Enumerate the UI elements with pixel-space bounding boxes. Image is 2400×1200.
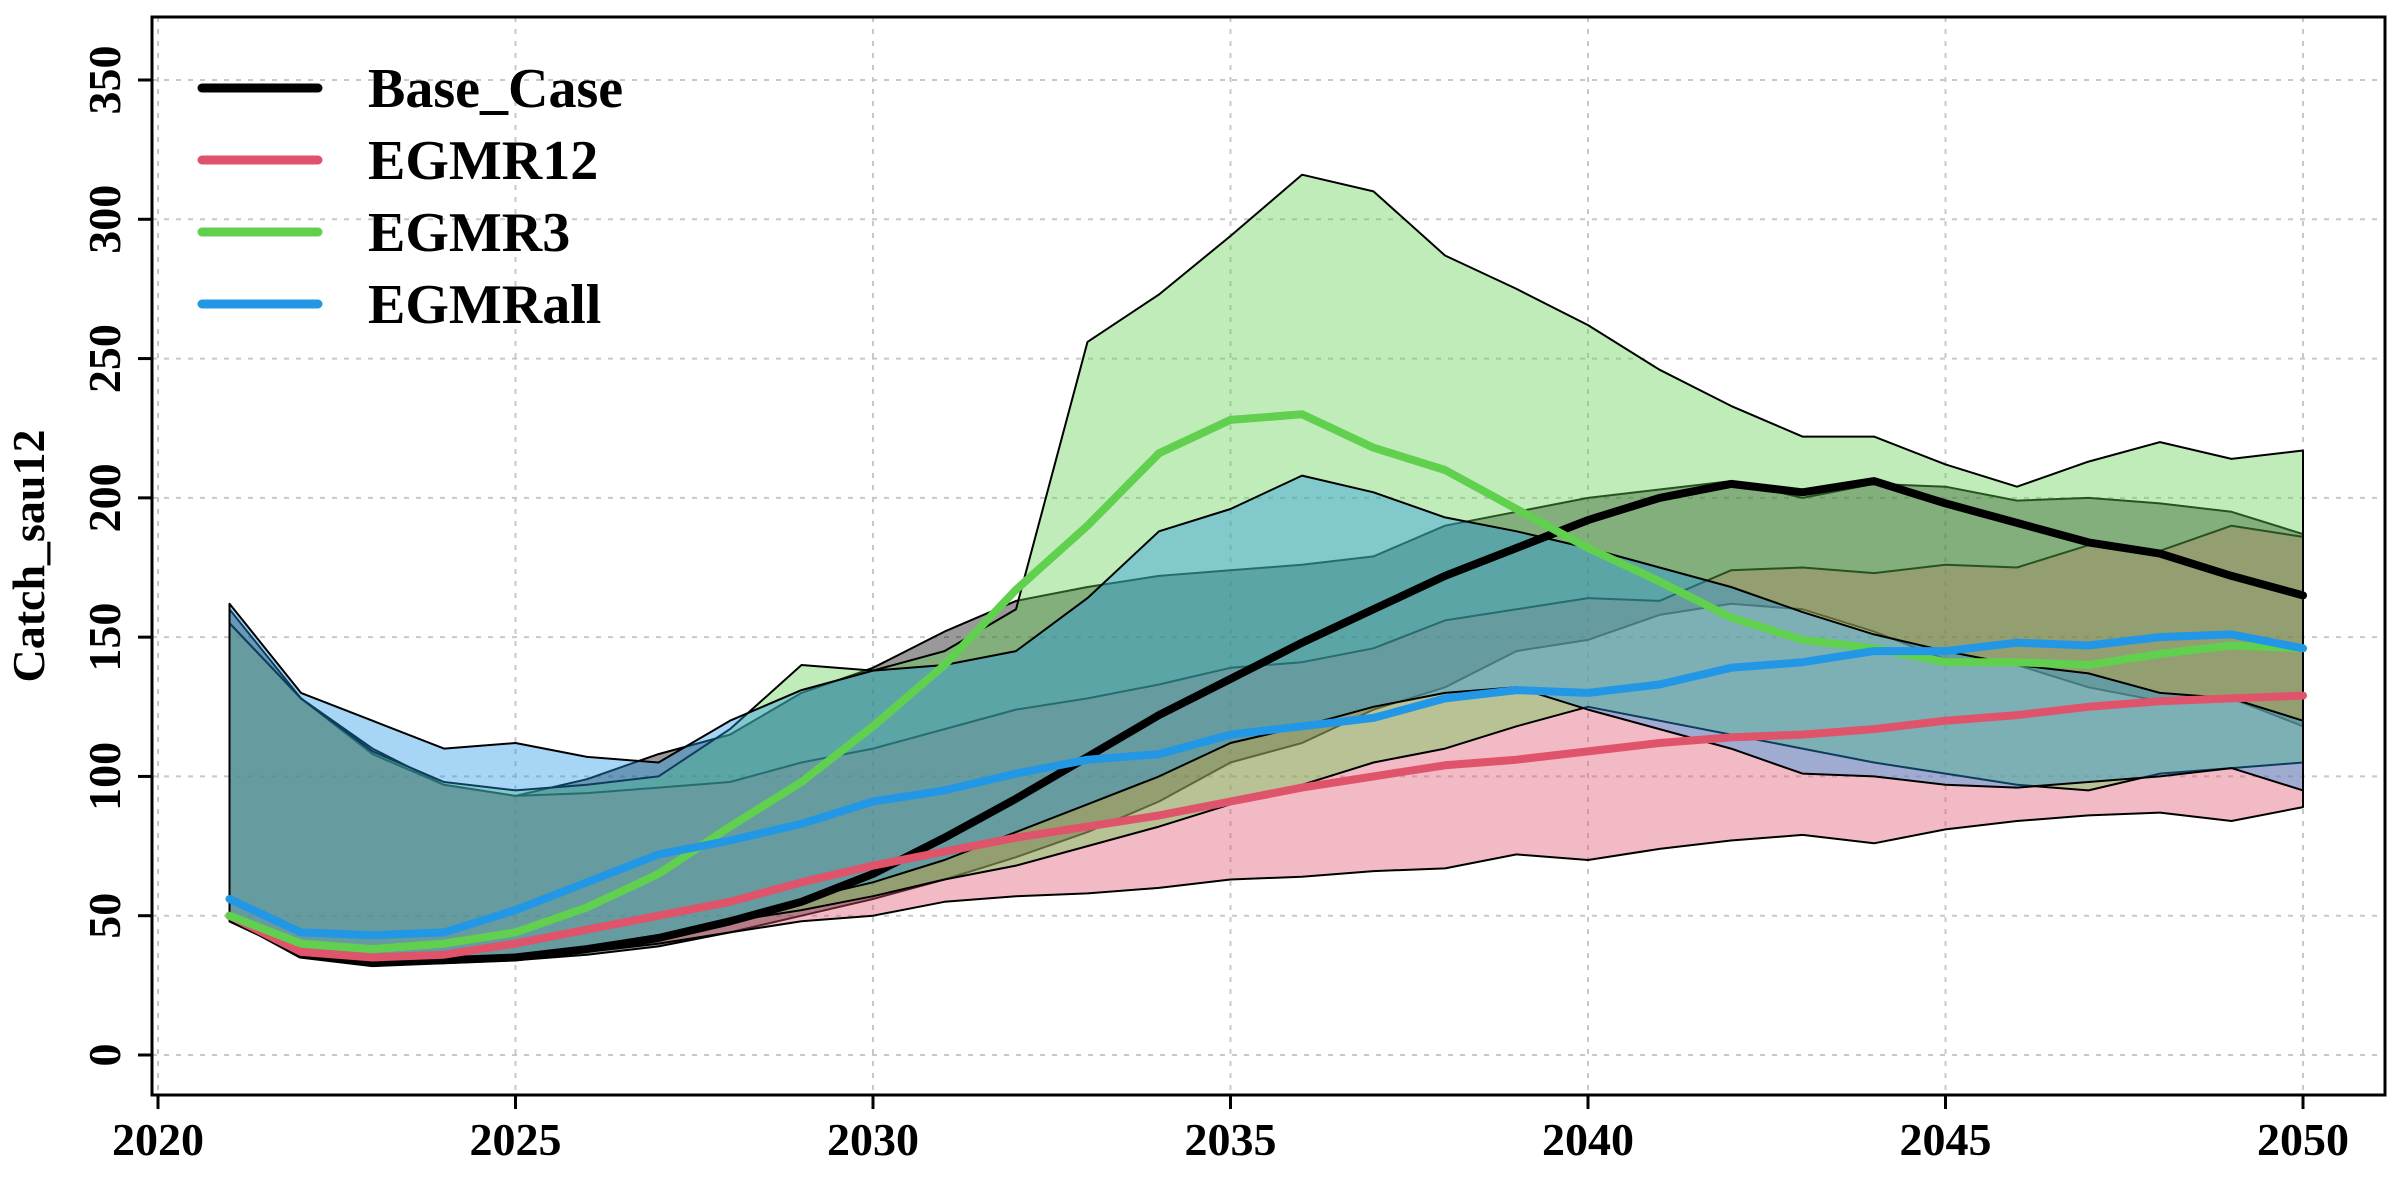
x-axis: 2020 2025 2030 2035 2040 2045 2050 [112, 1093, 2349, 1165]
x-tick-label: 2045 [1900, 1114, 1992, 1165]
median-line-base_case [225, 477, 2307, 968]
y-axis-title: Catch_sau12 [3, 429, 54, 682]
x-tick-label: 2035 [1185, 1114, 1277, 1165]
y-tick-label: 50 [79, 893, 130, 939]
x-tick-label: 2030 [827, 1114, 919, 1165]
y-tick-label: 200 [79, 463, 130, 532]
median-line-egmrall [225, 630, 2307, 940]
x-tick-label: 2020 [112, 1114, 204, 1165]
y-tick-label: 0 [79, 1044, 130, 1067]
median-lines [225, 410, 2307, 968]
legend-label-egmr12: EGMR12 [368, 130, 598, 192]
grid [152, 17, 2385, 1095]
y-tick-label: 300 [79, 185, 130, 254]
legend-label-egmr3: EGMR3 [368, 202, 570, 264]
y-axis: 0 50 100 150 200 250 300 350 [79, 46, 154, 1067]
y-tick-label: 350 [79, 46, 130, 115]
x-tick-label: 2025 [470, 1114, 562, 1165]
median-line-egmr12 [225, 691, 2307, 962]
legend-label-base_case: Base_Case [368, 58, 623, 120]
x-tick-label: 2050 [2257, 1114, 2349, 1165]
legend-label-egmrall: EGMRall [368, 274, 601, 336]
median-line-egmr3 [225, 410, 2307, 954]
y-tick-label: 150 [79, 603, 130, 672]
y-tick-label: 100 [79, 742, 130, 811]
x-tick-label: 2040 [1542, 1114, 1634, 1165]
legend: Base_Case EGMR12 EGMR3 EGMRall [197, 58, 623, 336]
y-tick-label: 250 [79, 324, 130, 393]
